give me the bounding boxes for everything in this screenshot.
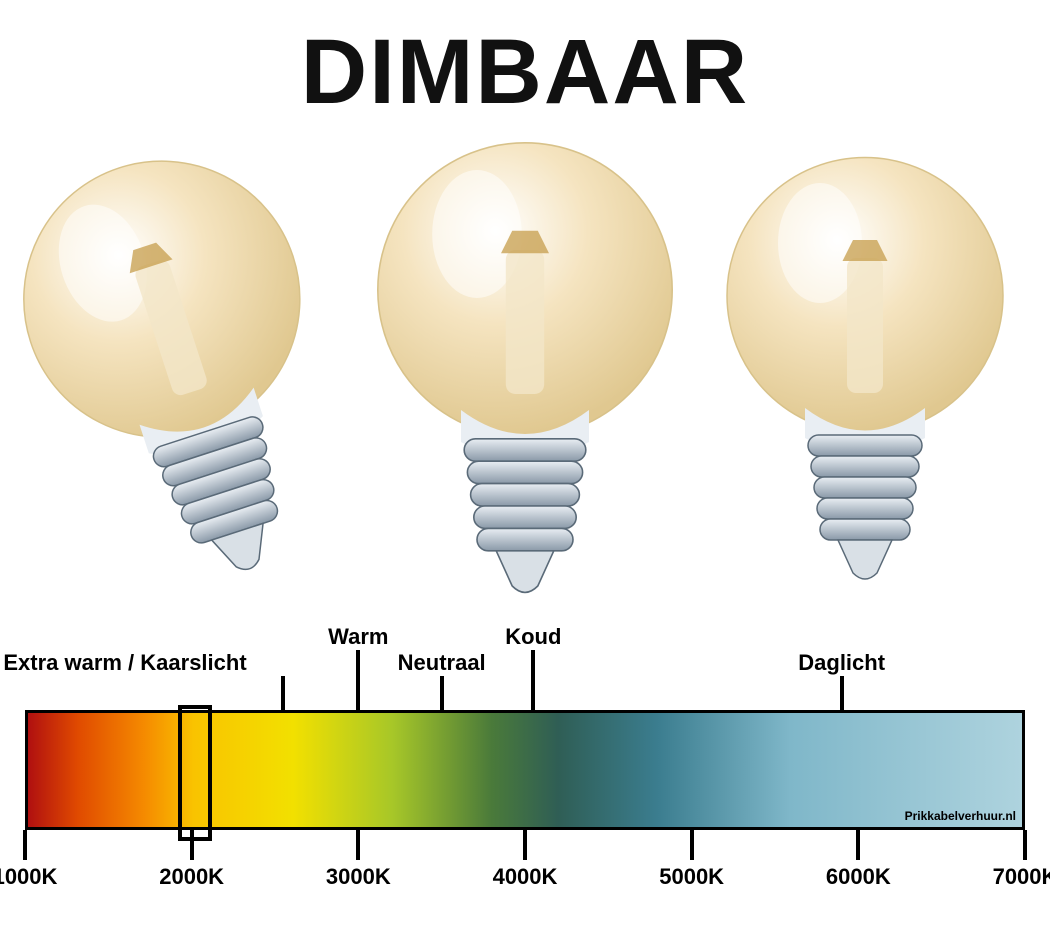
kelvin-tick [1023,830,1027,860]
kelvin-tick [356,830,360,860]
kelvin-label: 5000K [659,864,724,890]
category-tick [840,676,844,710]
category-label: Extra warm / Kaarslicht [3,650,246,676]
category-label: Warm [328,624,388,650]
lightbulb [365,138,685,602]
page-title: DIMBAAR [0,20,1050,125]
lightbulb-icon [0,117,395,623]
category-label: Koud [505,624,561,650]
kelvin-tick [23,830,27,860]
category-tick [356,650,360,710]
lightbulb-icon [715,153,1015,588]
category-tick [281,676,285,710]
lightbulb [715,153,1015,588]
selection-marker [178,705,212,841]
kelvin-tick [690,830,694,860]
color-temperature-bar: Prikkabelverhuur.nl [25,710,1025,830]
kelvin-tick [190,830,194,860]
lightbulb [35,153,335,588]
watermark-text: Prikkabelverhuur.nl [905,809,1016,823]
lightbulb-icon [365,138,685,602]
kelvin-tick [856,830,860,860]
scale-bottom-ticks: 1000K2000K3000K4000K5000K6000K7000K [25,830,1025,910]
scale-top-labels: Extra warm / KaarslichtWarmNeutraalKoudD… [25,615,1025,710]
kelvin-label: 7000K [993,864,1050,890]
bulbs-row [0,140,1050,600]
category-tick [531,650,535,710]
kelvin-label: 2000K [159,864,224,890]
kelvin-label: 6000K [826,864,891,890]
category-tick [440,676,444,710]
kelvin-tick [523,830,527,860]
kelvin-label: 1000K [0,864,57,890]
kelvin-label: 4000K [493,864,558,890]
kelvin-label: 3000K [326,864,391,890]
category-label: Neutraal [398,650,486,676]
category-label: Daglicht [798,650,885,676]
